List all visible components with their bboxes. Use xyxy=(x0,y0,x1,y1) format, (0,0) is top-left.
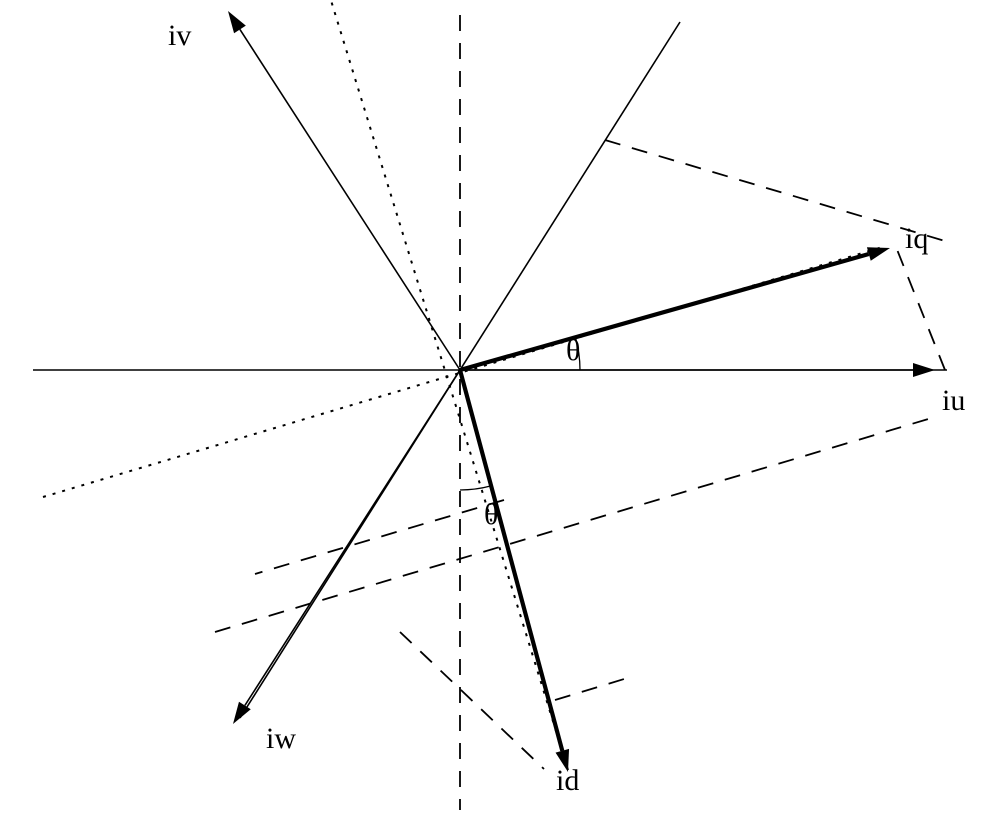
dash_id_proj xyxy=(255,500,504,574)
label-theta_lower: θ xyxy=(484,498,498,531)
dotted_2 xyxy=(317,0,568,770)
dash_small_1 xyxy=(555,676,634,700)
id_vector xyxy=(460,370,569,772)
iq_vector xyxy=(460,247,890,370)
label-theta_upper: θ xyxy=(566,334,580,367)
label-iq: iq xyxy=(905,222,928,255)
label-iw: iw xyxy=(266,722,296,755)
arc-theta_lower xyxy=(460,486,491,490)
label-iv: iv xyxy=(168,19,191,52)
dash_lower_long xyxy=(215,417,935,632)
label-iu: iu xyxy=(942,384,965,417)
dash_ne_to_right xyxy=(605,140,945,241)
dash_right_to_iq xyxy=(896,247,945,370)
dash_small_2 xyxy=(400,632,544,769)
iu_axis xyxy=(460,363,935,377)
iv_axis xyxy=(228,11,460,370)
label-id: id xyxy=(556,764,579,797)
